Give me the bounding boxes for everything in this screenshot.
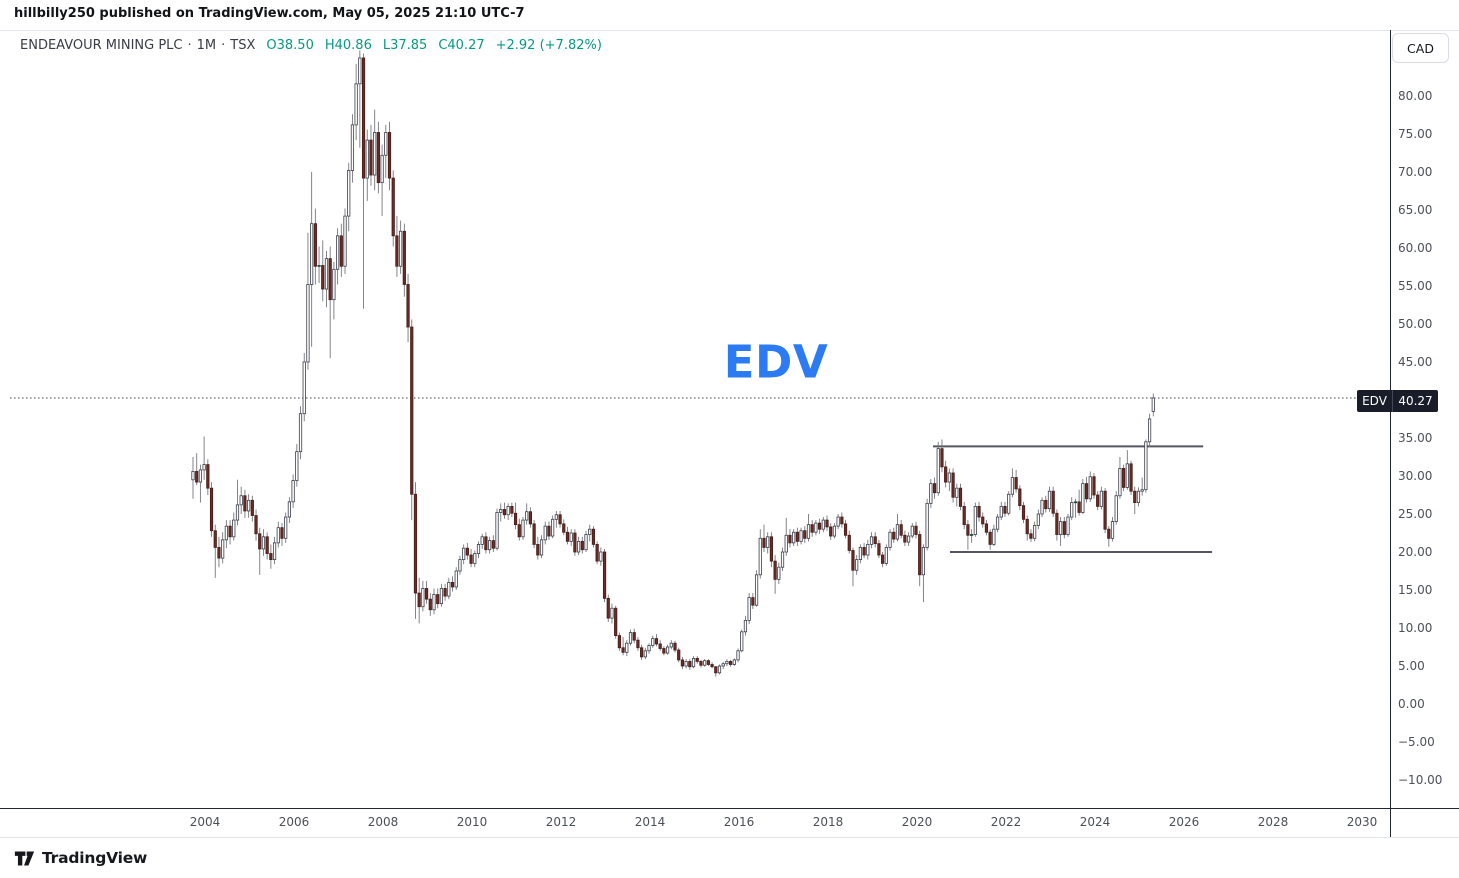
year-label: 2014 bbox=[634, 815, 666, 829]
symbol-watermark: EDV bbox=[723, 335, 829, 389]
low-value: L37.85 bbox=[382, 38, 428, 53]
price-tick-label: 30.00 bbox=[1398, 469, 1433, 483]
symbol-name: ENDEAVOUR MINING PLC bbox=[20, 38, 183, 53]
last-price-divider bbox=[1392, 390, 1393, 412]
last-price-value: 40.27 bbox=[1398, 394, 1433, 408]
price-tick-label: 10.00 bbox=[1398, 621, 1433, 635]
price-tick-label: 70.00 bbox=[1398, 165, 1433, 179]
year-label: 2026 bbox=[1168, 815, 1200, 829]
high-value: H40.86 bbox=[324, 38, 372, 53]
year-label: 2024 bbox=[1079, 815, 1111, 829]
change-value: +2.92 (+7.82%) bbox=[495, 38, 602, 53]
price-tick-label: −10.00 bbox=[1398, 773, 1443, 787]
price-tick-label: 55.00 bbox=[1398, 279, 1433, 293]
year-label: 2010 bbox=[456, 815, 488, 829]
price-tick-label: 25.00 bbox=[1398, 507, 1433, 521]
candles-layer[interactable] bbox=[191, 50, 1155, 677]
price-tick-label: 80.00 bbox=[1398, 89, 1433, 103]
legend-separator: · bbox=[221, 38, 226, 53]
last-price-label: EDV 40.27 bbox=[1357, 390, 1438, 412]
price-tick-label: 5.00 bbox=[1398, 659, 1425, 673]
year-label: 2028 bbox=[1257, 815, 1289, 829]
price-tick-label: 15.00 bbox=[1398, 583, 1433, 597]
tradingview-attribution[interactable]: TradingView bbox=[14, 846, 147, 870]
legend-separator: · bbox=[187, 38, 192, 53]
year-label: 2020 bbox=[901, 815, 933, 829]
year-label: 2016 bbox=[723, 815, 755, 829]
price-tick-label: 35.00 bbox=[1398, 431, 1433, 445]
year-label: 2022 bbox=[990, 815, 1022, 829]
published-byline: hillbilly250 published on TradingView.co… bbox=[14, 6, 525, 21]
price-tick-label: 0.00 bbox=[1398, 697, 1425, 711]
price-tick-label: −5.00 bbox=[1398, 735, 1435, 749]
close-value: C40.27 bbox=[438, 38, 485, 53]
year-label: 2018 bbox=[812, 815, 844, 829]
price-tick-label: 65.00 bbox=[1398, 203, 1433, 217]
exchange-label: TSX bbox=[230, 38, 256, 53]
year-label: 2030 bbox=[1346, 815, 1378, 829]
year-label: 2012 bbox=[545, 815, 577, 829]
symbol-legend[interactable]: ENDEAVOUR MINING PLC · 1M · TSX O38.50 H40.86 L… bbox=[20, 38, 602, 53]
tradingview-wordmark: TradingView bbox=[42, 849, 148, 867]
price-tick-label: 50.00 bbox=[1398, 317, 1433, 331]
year-label: 2004 bbox=[189, 815, 221, 829]
price-tick-label: 20.00 bbox=[1398, 545, 1433, 559]
price-tick-label: 60.00 bbox=[1398, 241, 1433, 255]
price-tick-label: 75.00 bbox=[1398, 127, 1433, 141]
price-tick-label: 45.00 bbox=[1398, 355, 1433, 369]
year-label: 2006 bbox=[278, 815, 310, 829]
interval-label: 1M bbox=[196, 38, 217, 53]
year-label: 2008 bbox=[367, 815, 399, 829]
currency-toggle-button[interactable]: CAD bbox=[1392, 33, 1449, 63]
tradingview-logo-icon bbox=[14, 851, 35, 865]
last-price-symbol: EDV bbox=[1362, 394, 1387, 408]
open-value: O38.50 bbox=[266, 38, 314, 53]
